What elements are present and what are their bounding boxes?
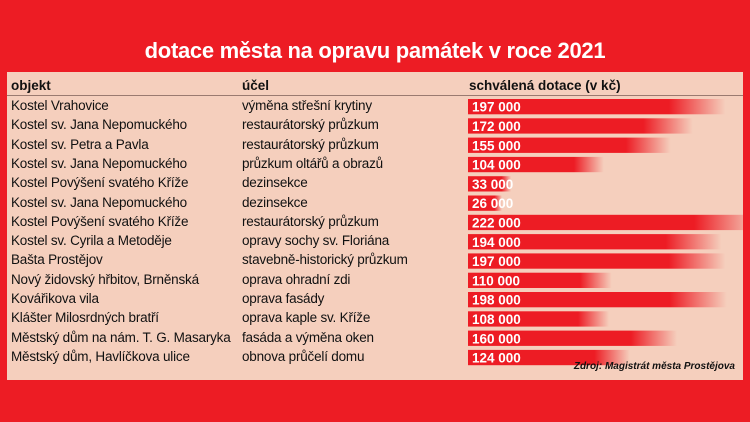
bar	[468, 118, 693, 134]
row-purpose: dezinsekce	[242, 175, 308, 191]
header-divider	[7, 95, 743, 96]
row-purpose: restaurátorský průzkum	[242, 136, 379, 152]
header-amount: schválená dotace (v kč)	[469, 78, 621, 93]
row-object: Městský dům, Havlíčkova ulice	[11, 348, 190, 364]
row-object: Klášter Milosrdných bratří	[11, 310, 159, 326]
source-note: Zdroj: Magistrát města Prostějova	[573, 361, 735, 372]
row-object: Kostel sv. Jana Nepomuckého	[11, 194, 187, 210]
row-object: Městský dům na nám. T. G. Masaryka	[11, 329, 231, 345]
row-purpose: opravy sochy sv. Floriána	[242, 233, 390, 249]
bar-chart: 197 000 172 000 155 000 104 000 33 000 26 000…	[468, 99, 743, 366]
row-object: Nový židovský hřbitov, Brněnská	[11, 271, 199, 287]
bar	[468, 311, 610, 327]
bar	[468, 349, 630, 366]
bar	[468, 176, 512, 192]
bar	[468, 156, 604, 173]
bar	[468, 292, 727, 308]
bar-value-label: 108 000	[472, 312, 521, 327]
row-purpose: stavebně-historický průzkum	[242, 252, 408, 268]
bar-value-label: 222 000	[472, 215, 521, 230]
bar-value-label: 197 000	[472, 254, 521, 269]
bar	[468, 214, 743, 231]
bar	[468, 195, 502, 211]
bar	[468, 253, 726, 269]
bar-value-label: 26 000	[472, 196, 513, 211]
row-object: Kostel sv. Petra a Pavla	[11, 136, 149, 152]
row-object: Kostel sv. Cyrila a Metoděje	[11, 233, 172, 249]
bar-value-label: 155 000	[472, 138, 521, 153]
bar-value-label: 194 000	[472, 235, 521, 250]
bar-value-label: 172 000	[472, 119, 521, 134]
row-object: Kostel Povýšení svatého Kříže	[11, 175, 189, 191]
row-purpose: restaurátorský průzkum	[242, 213, 379, 229]
bar-value-label: 110 000	[472, 273, 520, 288]
row-object: Kovářikova vila	[11, 291, 99, 306]
bar	[468, 137, 671, 153]
chart-title: dotace města na opravu památek v roce 20…	[144, 38, 606, 63]
header-object: objekt	[11, 78, 51, 93]
bar	[468, 99, 726, 115]
bar-value-label: 33 000	[472, 177, 513, 192]
row-purpose: obnova průčelí domu	[242, 348, 365, 364]
bar-value-label: 197 000	[472, 100, 521, 115]
bar-value-label: 104 000	[472, 158, 521, 173]
row-object: Kostel sv. Jana Nepomuckého	[11, 155, 187, 171]
bar-value-label: 198 000	[472, 293, 521, 308]
bar	[468, 330, 678, 346]
row-object: Kostel Vrahovice	[11, 98, 109, 113]
bar-value-label: 160 000	[472, 331, 521, 346]
row-purpose: oprava ohradní zdi	[242, 271, 351, 287]
bar	[468, 272, 612, 288]
bar-value-label: 124 000	[472, 351, 521, 366]
row-purpose: dezinsekce	[242, 194, 308, 210]
table-panel: objekt účel schválená dotace (v kč) Kost…	[7, 72, 743, 380]
row-object: Kostel sv. Jana Nepomuckého	[11, 117, 187, 133]
row-purpose: fasáda a výměna oken	[242, 329, 374, 345]
row-object: Kostel Povýšení svatého Kříže	[11, 213, 189, 229]
row-purpose: oprava fasády	[242, 291, 325, 306]
row-purpose: oprava kaple sv. Kříže	[242, 310, 371, 326]
row-purpose: výměna střešní krytiny	[242, 98, 372, 113]
header-purpose: účel	[242, 78, 270, 93]
row-purpose: průzkum oltářů a obrazů	[242, 155, 383, 171]
row-purpose: restaurátorský průzkum	[242, 117, 379, 133]
bar	[468, 234, 722, 250]
row-object: Bašta Prostějov	[11, 252, 103, 268]
